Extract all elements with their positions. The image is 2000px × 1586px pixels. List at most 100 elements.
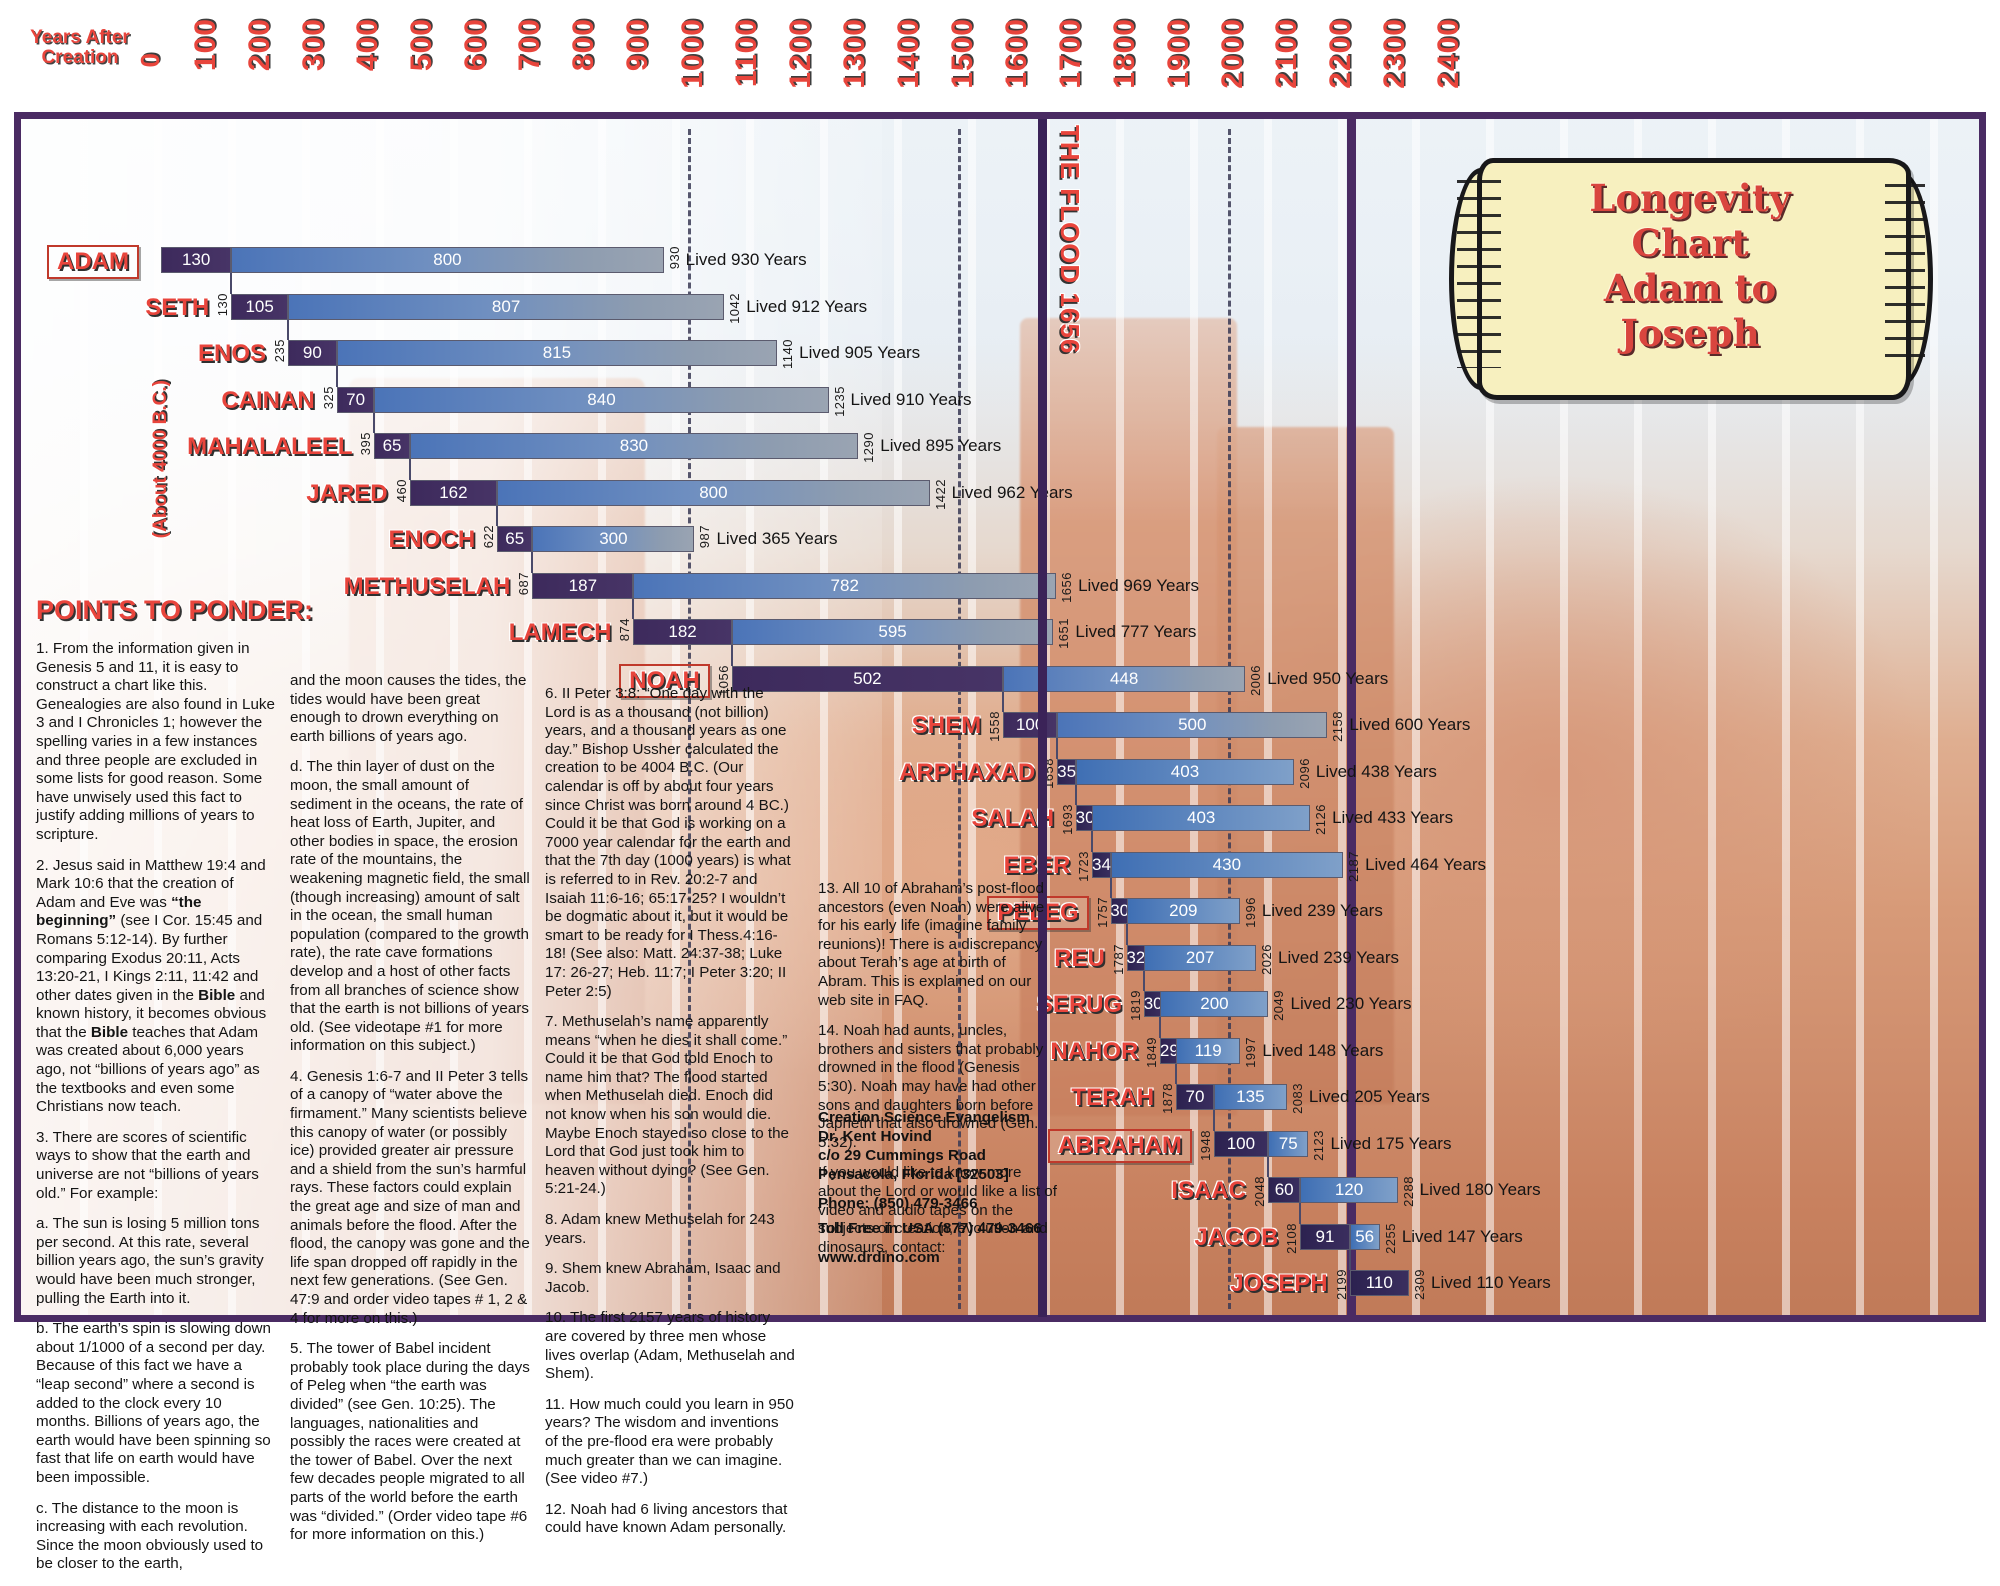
contact-website[interactable]: www.drdino.com (818, 1249, 940, 1266)
lifespan-text-shem: Lived 600 Years (1349, 715, 1471, 734)
birth-year-peleg: 1757 (1094, 897, 1110, 928)
longevity-bar-chart: ADAM0130800930Lived 930 YearsSETH1301058… (14, 119, 1986, 1315)
birth-year-reu: 1787 (1110, 943, 1126, 975)
lineage-connector (1212, 1110, 1215, 1131)
point-paragraph: 13. All 10 of Abraham’s post-flood ances… (818, 880, 1045, 1009)
death-year-arphaxad: 2096 (1296, 757, 1312, 789)
bar-segment-years-after-son-birth: 119 (1176, 1037, 1241, 1064)
person-label-cainan: CAINAN (221, 386, 315, 414)
lifespan-text-jared: Lived 962 Years (951, 482, 1073, 502)
chart-row: JACOB 2108 91 56 2255 Lived 147 Years (14, 1223, 1986, 1254)
bar-segment-age-at-son-birth: 90 (288, 340, 337, 366)
lifespan-text-jacob: Lived 147 Years (1401, 1226, 1523, 1246)
points-column-3: 6. II Peter 3:8: “One day with the Lord … (545, 685, 795, 1550)
chart-row: LAMECH 874 182 595 1651 Lived 777 Years (14, 618, 1986, 649)
lifespan-text-nahor: Lived 148 Years (1262, 1040, 1384, 1060)
lineage-connector (1159, 1017, 1162, 1038)
lineage-connector (1056, 738, 1059, 759)
chart-row: SALAH 1693 30 403 2126 Lived 433 Years (14, 804, 1986, 835)
lifespan-text-adam: Lived 930 Years (685, 250, 807, 269)
point-paragraph: 6. II Peter 3:8: “One day with the Lord … (545, 685, 791, 1000)
chart-row: TERAH 1878 70 135 2083 Lived 205 Years (14, 1083, 1986, 1114)
contact-block: Creation Science Evangelism Dr. Kent Hov… (818, 1108, 1068, 1267)
lineage-connector (1143, 970, 1146, 991)
axis-tick-800: 800 (567, 18, 601, 72)
lineage-connector (632, 598, 635, 619)
bar-segment-years-after-son-birth: 207 (1144, 944, 1257, 971)
axis-tick-400: 400 (351, 18, 385, 72)
lifespan-text-reu: Lived 239 Years (1278, 947, 1400, 967)
bar-segment-age-at-son-birth: 182 (633, 619, 732, 645)
chart-row: ENOS 235 90 815 1140 Lived 905 Years (14, 339, 1986, 369)
bar-segment-age-at-son-birth: 35 (1057, 758, 1076, 785)
title-line-1: Longevity (1589, 176, 1791, 220)
bar-segment-age-at-son-birth: 502 (731, 665, 1004, 692)
bar-segment-age-at-son-birth: 30 (1076, 805, 1095, 831)
person-label-enos: ENOS (198, 340, 267, 367)
axis-tick-1000: 1000 (675, 18, 709, 89)
chart-row: ENOCH 622 65 300 987 Lived 365 Years (14, 525, 1986, 553)
point-paragraph: 12. Noah had 6 living ancestors that cou… (545, 1500, 788, 1537)
lineage-connector (408, 459, 411, 480)
bar-segment-age-at-son-birth: 100 (1003, 712, 1058, 738)
death-year-reu: 2026 (1259, 943, 1275, 975)
point-paragraph: d. The thin layer of dust on the moon, t… (290, 758, 530, 1055)
bar-segment-years-after-son-birth: 815 (336, 340, 778, 366)
person-label-shem: SHEM (911, 712, 982, 739)
contact-org: Creation Science Evangelism (818, 1109, 1030, 1126)
birth-year-jacob: 2108 (1284, 1222, 1300, 1254)
bar-segment-years-after-son-birth: 135 (1213, 1084, 1287, 1110)
scroll-right-ribs (1885, 184, 1925, 364)
birth-year-seth: 130 (215, 292, 231, 316)
person-label-jared: JARED (306, 479, 388, 507)
chart-title: Longevity Chart Adam to Joseph (1515, 176, 1865, 356)
death-year-serug: 2049 (1271, 990, 1287, 1021)
lineage-connector (1075, 784, 1078, 805)
axis-tick-700: 700 (513, 18, 547, 72)
death-year-mahalaleel: 1290 (861, 432, 877, 463)
person-label-lamech: LAMECH (508, 619, 612, 646)
lifespan-text-joseph: Lived 110 Years (1431, 1273, 1551, 1292)
bar-segment-age-at-son-birth: 100 (1213, 1130, 1268, 1157)
bar-segment-age-at-son-birth: 187 (532, 572, 634, 599)
chart-row: SHEM 1558 100 500 2158 Lived 600 Years (14, 711, 1986, 742)
chart-row: MAHALALEEL 395 65 830 1290 Lived 895 Years (14, 432, 1986, 463)
point-paragraph: 3. There are scores of scientific ways t… (36, 1128, 259, 1202)
lifespan-text-salah: Lived 433 Years (1332, 808, 1454, 827)
point-paragraph: b. The earth’s spin is slowing down abou… (36, 1320, 271, 1486)
birth-year-isaac: 2048 (1251, 1176, 1267, 1207)
axis-tick-2400: 2400 (1432, 18, 1466, 89)
scroll-banner: Longevity Chart Adam to Joseph (1449, 150, 1933, 400)
point-paragraph: a. The sun is losing 5 million tons per … (36, 1215, 264, 1307)
lineage-connector (1175, 1063, 1178, 1084)
point-paragraph: 1. From the information given in Genesis… (36, 640, 275, 843)
bar-segment-age-at-son-birth: 110 (1349, 1270, 1409, 1296)
lifespan-text-terah: Lived 205 Years (1308, 1087, 1430, 1106)
death-year-joseph: 2309 (1412, 1269, 1427, 1300)
axis-corner-label: Years After Creation (26, 28, 134, 68)
person-label-methuselah: METHUSELAH (343, 572, 511, 600)
flood-line (1038, 119, 1048, 1317)
death-year-seth: 1042 (727, 292, 743, 324)
axis-tick-2000: 2000 (1216, 18, 1249, 89)
lineage-connector (1109, 877, 1112, 898)
contact-address-2: Pensacola, Florida [32503] (818, 1166, 1009, 1183)
person-label-peleg: PELEG (987, 896, 1089, 930)
person-label-isaac: ISAAC (1171, 1177, 1246, 1204)
person-label-mahalaleel: MAHALALEEL (187, 433, 353, 460)
bar-segment-age-at-son-birth: 105 (231, 293, 288, 320)
bar-segment-years-after-son-birth: 75 (1267, 1130, 1309, 1157)
points-to-ponder-title: POINTS TO PONDER: (36, 595, 314, 625)
death-year-enoch: 987 (697, 525, 713, 549)
lifespan-text-noah: Lived 950 Years (1267, 668, 1389, 688)
death-year-nahor: 1997 (1243, 1036, 1259, 1068)
bar-segment-years-after-son-birth: 209 (1126, 898, 1240, 924)
lineage-connector (287, 319, 290, 340)
birth-year-terah: 1878 (1160, 1083, 1176, 1114)
bar-segment-years-after-son-birth: 595 (731, 619, 1054, 645)
death-year-noah: 2006 (1248, 664, 1264, 696)
bar-segment-years-after-son-birth: 300 (532, 526, 695, 552)
point-paragraph: 11. How much could you learn in 950 year… (545, 1395, 794, 1488)
axis-tick-500: 500 (405, 18, 439, 72)
timeline-axis: Years After Creation 0 100 200 300 400 500 600… (0, 0, 2000, 112)
